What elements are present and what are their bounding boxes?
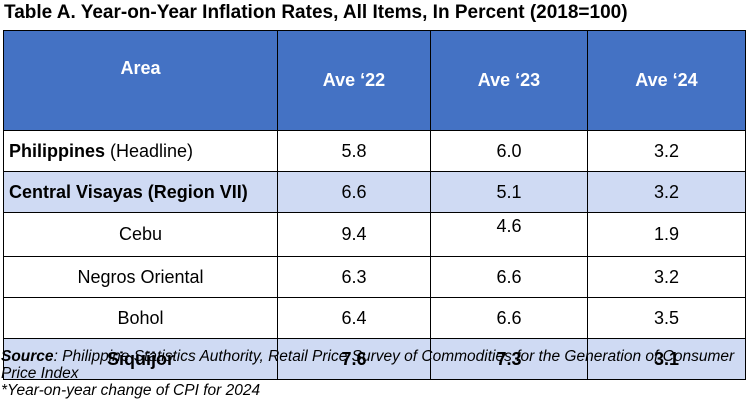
header-ave-23: Ave ‘23 bbox=[430, 30, 588, 131]
value-cell: 3.1 bbox=[587, 338, 746, 380]
table-row: Cebu 9.4 4.6 1.9 bbox=[3, 212, 746, 257]
source-text: : Philippine Statistics Authority, Retai… bbox=[1, 348, 735, 382]
area-cell: Cebu bbox=[3, 212, 278, 257]
area-cell: Central Visayas (Region VII) bbox=[3, 171, 278, 213]
area-cell: Negros Oriental bbox=[3, 256, 278, 298]
table-row: Central Visayas (Region VII) 6.6 5.1 3.2 bbox=[3, 171, 746, 213]
inflation-table: Area Ave ‘22 Ave ‘23 Ave ‘24 Philippines… bbox=[3, 30, 746, 380]
value-cell: 6.6 bbox=[430, 256, 588, 298]
area-cell: Bohol bbox=[3, 297, 278, 339]
value-cell: 1.9 bbox=[587, 212, 746, 257]
area-name: Siquijor bbox=[107, 348, 174, 369]
value-cell: 5.1 bbox=[430, 171, 588, 213]
header-ave-22: Ave ‘22 bbox=[277, 30, 431, 131]
value-cell: 3.2 bbox=[587, 256, 746, 298]
header-row: Area Ave ‘22 Ave ‘23 Ave ‘24 bbox=[3, 30, 746, 131]
value-cell: 6.3 bbox=[277, 256, 431, 298]
value-cell: 3.2 bbox=[587, 171, 746, 213]
source-label: Source bbox=[1, 348, 54, 365]
source-note: Source: Philippine Statistics Authority,… bbox=[1, 348, 746, 382]
area-name: Philippines bbox=[9, 140, 106, 161]
value-cell: 9.4 bbox=[277, 212, 431, 257]
value-cell: 6.6 bbox=[430, 297, 588, 339]
table-row: Bohol 6.4 6.6 3.5 bbox=[3, 297, 746, 339]
table-row: Philippines (Headline) 5.8 6.0 3.2 bbox=[3, 130, 746, 172]
header-area: Area bbox=[3, 30, 278, 131]
table-notes: Source: Philippine Statistics Authority,… bbox=[1, 348, 746, 399]
header-ave-24: Ave ‘24 bbox=[587, 30, 746, 131]
area-name: Cebu bbox=[118, 224, 163, 244]
area-name: Negros Oriental bbox=[77, 266, 204, 287]
area-name: Central Visayas (Region VII) bbox=[9, 181, 248, 202]
footnote: *Year-on-year change of CPI for 2024 bbox=[1, 382, 261, 399]
area-cell: Philippines (Headline) bbox=[3, 130, 278, 172]
table-title: Table A. Year-on-Year Inflation Rates, A… bbox=[4, 2, 628, 23]
value-cell: 5.8 bbox=[277, 130, 431, 172]
value-cell: 7.3 bbox=[430, 338, 588, 380]
area-name: Bohol bbox=[117, 307, 164, 328]
table-row: Siquijor 7.6 7.3 3.1 bbox=[3, 338, 746, 380]
value-cell: 3.2 bbox=[587, 130, 746, 172]
value-cell: 6.6 bbox=[277, 171, 431, 213]
value-cell: 4.6 bbox=[430, 212, 588, 257]
value-cell: 3.5 bbox=[587, 297, 746, 339]
value-cell: 6.4 bbox=[277, 297, 431, 339]
area-qualifier: (Headline) bbox=[105, 140, 194, 161]
table-row: Negros Oriental 6.3 6.6 3.2 bbox=[3, 256, 746, 298]
value-cell: 6.0 bbox=[430, 130, 588, 172]
area-cell: Siquijor bbox=[3, 338, 278, 380]
